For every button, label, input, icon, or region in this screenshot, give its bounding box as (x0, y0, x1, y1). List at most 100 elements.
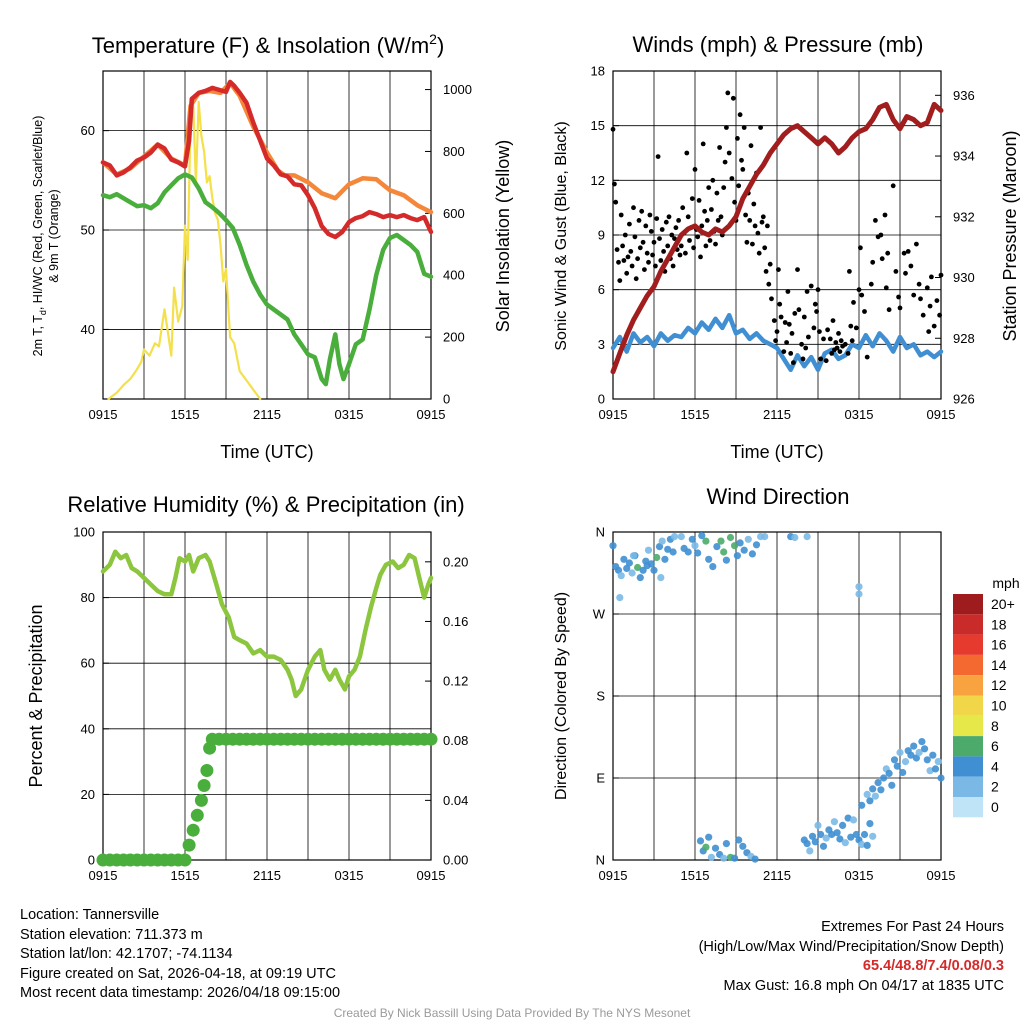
wind-direction-point (748, 550, 757, 558)
wind-direction-point (625, 559, 634, 567)
legend-label: 4 (991, 758, 999, 774)
x-tick-label: 1515 (681, 868, 710, 883)
x-tick-label: 2115 (763, 407, 791, 422)
x-tick-label: 0915 (927, 407, 956, 422)
gust-point (776, 267, 781, 272)
legend-label: 0 (991, 799, 999, 815)
gust-point (825, 327, 830, 333)
gust-point (624, 270, 630, 276)
precip-point (178, 853, 192, 867)
gust-point (613, 199, 619, 205)
gust-point (644, 250, 650, 256)
wind-direction-point (653, 553, 661, 562)
y-tick-label: 12 (591, 173, 605, 188)
wind-direction-point (806, 847, 814, 855)
gust-point (702, 208, 707, 214)
gust-point (851, 300, 856, 305)
x-tick-label: 0915 (599, 868, 628, 883)
extremes-subtitle: (High/Low/Max Wind/Precipitation/Snow De… (698, 938, 1004, 955)
gust-point (893, 269, 899, 274)
wind-direction-point (899, 768, 907, 777)
precip-point (194, 793, 208, 807)
temperature-insolation-panel: 0915 1515 2115 0315 091540506002004006008001… (31, 31, 513, 462)
gust-point (762, 245, 768, 251)
wind-direction-point (740, 546, 748, 554)
gust-point (756, 250, 762, 256)
wind-direction-point (863, 790, 871, 799)
y2-tick-label: 928 (953, 331, 975, 346)
legend-label: 16 (991, 637, 1007, 653)
wind-direction-point (702, 537, 710, 545)
y-axis-label-left: Percent & Precipitation (26, 604, 46, 787)
legend-label: 14 (991, 657, 1007, 673)
grid (612, 531, 942, 861)
figure-created: Figure created on Sat, 2026-04-18, at 09… (20, 965, 336, 982)
gust-point (632, 234, 638, 240)
gust-point (689, 196, 695, 202)
legend-label: 2 (991, 779, 999, 795)
y2-tick-label: 0.00 (443, 853, 468, 868)
gust-point (777, 301, 783, 307)
wind-direction-point (761, 533, 769, 541)
x-tick-label: 0315 (335, 407, 364, 422)
gust-point (773, 338, 778, 344)
series-layer (609, 532, 945, 863)
max-gust: Max Gust: 16.8 mph On 04/17 at 1835 UTC (723, 977, 1004, 994)
gust-point (659, 227, 665, 232)
y-tick-label: 40 (81, 721, 95, 736)
wind-direction-point (863, 841, 871, 850)
x-tick-label: 1515 (171, 868, 200, 883)
x-tick-label: 0915 (89, 407, 118, 422)
extremes-info: Extremes For Past 24 Hours (High/Low/Max… (699, 918, 1004, 996)
wind-direction-point (657, 574, 665, 582)
x-tick-label: 0915 (599, 407, 628, 422)
wind-direction-point (929, 751, 937, 759)
gust-point (937, 312, 942, 318)
wind-direction-point (839, 821, 847, 830)
gust-point (803, 345, 809, 351)
legend-title: mph (992, 575, 1019, 591)
y-tick-label: 60 (81, 656, 95, 671)
gust-point (934, 298, 940, 303)
wind-direction-point (616, 594, 624, 602)
gust-point (665, 243, 671, 249)
wind-direction-point (620, 555, 628, 563)
extremes-values: 65.4/48.8/7.4/0.08/0.3 (862, 958, 1004, 974)
gust-point (763, 269, 769, 274)
gust-point (784, 340, 789, 345)
x-tick-label: 0915 (927, 868, 956, 883)
legend-swatch (953, 594, 983, 615)
y2-tick-label: 926 (953, 392, 975, 407)
y-tick-label: N (596, 525, 605, 540)
wind-direction-point (822, 834, 830, 842)
wind-direction-point (713, 543, 721, 551)
gust-point (748, 143, 754, 149)
x-tick-label: 0315 (845, 407, 874, 422)
wind-direction-point (702, 843, 710, 851)
station-latlon: Station lat/lon: 42.1707; -74.1134 (20, 946, 233, 962)
wind-direction-point (803, 840, 811, 848)
gust-point (670, 263, 676, 269)
y-tick-label: 50 (81, 223, 95, 238)
gust-point (796, 307, 802, 313)
gust-point (651, 239, 657, 245)
x-tick-label: 0315 (845, 868, 874, 883)
gust-point (616, 259, 621, 265)
wind-direction-point (869, 832, 877, 840)
gust-point (721, 185, 727, 191)
wind-direction-point (918, 738, 926, 746)
gust-point (808, 283, 814, 289)
gust-point (732, 199, 737, 205)
y-tick-label: S (596, 689, 605, 704)
y-tick-label: 20 (81, 787, 95, 802)
gust-point (908, 263, 914, 269)
wind-direction-point (694, 549, 702, 557)
gust-point (774, 329, 780, 334)
gust-point (704, 218, 710, 223)
wind-direction-point (636, 574, 644, 582)
wind-direction-point (937, 774, 945, 782)
wind-direction-point (855, 590, 863, 598)
wind-direction-point (634, 563, 642, 572)
y-axis-label-left: 2m T, Td, HI/WC (Red, Green, Scarlet/Blu… (31, 116, 48, 357)
